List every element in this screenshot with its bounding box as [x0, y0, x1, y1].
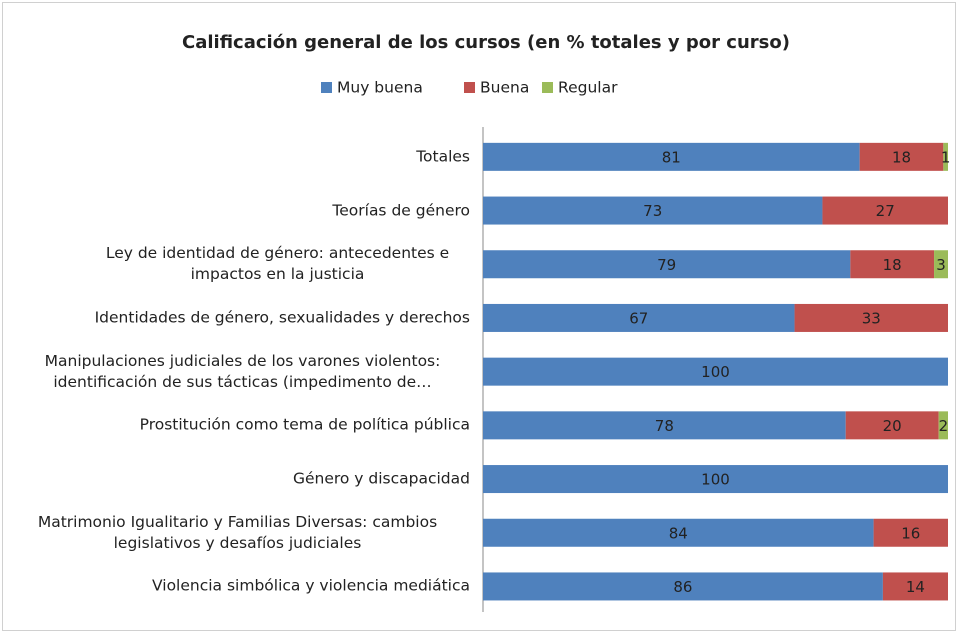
data-label: 100 — [701, 471, 730, 489]
category-text: Violencia simbólica y violencia mediátic… — [152, 576, 470, 595]
data-label: 18 — [892, 148, 911, 166]
data-label: 14 — [906, 578, 925, 596]
bar-segment — [483, 196, 823, 225]
legend-swatch — [464, 82, 475, 93]
bar-segment — [934, 250, 948, 279]
bar-segment — [483, 411, 846, 440]
data-label: 67 — [629, 309, 648, 327]
bar-segment — [938, 411, 948, 440]
data-label: 27 — [876, 202, 895, 220]
bar-segment — [882, 572, 948, 601]
category-text: Manipulaciones judiciales de los varones… — [44, 351, 441, 391]
legend-label: Muy buena — [337, 79, 423, 97]
data-label: 81 — [662, 148, 681, 166]
bar-segment — [794, 303, 948, 332]
data-label: 86 — [673, 578, 692, 596]
bar-segment — [483, 357, 948, 386]
category-text: Prostitución como tema de política públi… — [139, 415, 470, 434]
bar-segment — [943, 142, 948, 171]
legend-swatch — [542, 82, 553, 93]
data-label: 2 — [939, 417, 949, 435]
bar-segment — [483, 465, 948, 494]
bar-segment — [859, 142, 944, 171]
bar-segment — [873, 518, 948, 547]
data-label: 79 — [657, 256, 676, 274]
bar-segment — [822, 196, 948, 225]
bar-segment — [483, 142, 860, 171]
category-text: Totales — [416, 147, 470, 166]
category-text: Matrimonio Igualitario y Familias Divers… — [37, 512, 438, 552]
bar-segment — [483, 572, 883, 601]
category-label: Teorías de género — [332, 200, 470, 221]
data-label: 20 — [883, 417, 902, 435]
data-label: 73 — [643, 202, 662, 220]
category-label: Matrimonio Igualitario y Familias Divers… — [5, 512, 470, 554]
data-label: 84 — [669, 524, 688, 542]
category-text: Género y discapacidad — [292, 469, 470, 488]
data-label: 78 — [655, 417, 674, 435]
category-label: Identidades de género, sexualidades y de… — [95, 307, 470, 328]
bar-segment — [845, 411, 939, 440]
bar-segment — [483, 250, 851, 279]
category-text: Teorías de género — [332, 201, 470, 220]
category-label: Violencia simbólica y violencia mediátic… — [152, 576, 470, 597]
category-label: Género y discapacidad — [293, 469, 470, 490]
category-text: Identidades de género, sexualidades y de… — [94, 308, 470, 327]
category-text: Ley de identidad de género: antecedentes… — [105, 244, 450, 284]
category-label: Ley de identidad de género: antecedentes… — [85, 243, 470, 285]
bar-segment — [483, 518, 874, 547]
data-label: 16 — [901, 524, 920, 542]
data-label: 18 — [883, 256, 902, 274]
category-label: Totales — [416, 146, 470, 167]
data-label: 33 — [862, 309, 881, 327]
chart-title: Calificación general de los cursos (en %… — [182, 32, 790, 53]
legend-label: Regular — [558, 79, 618, 97]
bar-segment — [850, 250, 935, 279]
data-label: 1 — [941, 148, 951, 166]
bar-segment — [483, 303, 795, 332]
data-label: 100 — [701, 363, 730, 381]
legend-label: Buena — [480, 79, 529, 97]
legend-swatch — [321, 82, 332, 93]
category-label: Manipulaciones judiciales de los varones… — [15, 351, 470, 393]
category-label: Prostitución como tema de política públi… — [140, 415, 470, 436]
data-label: 3 — [936, 256, 946, 274]
